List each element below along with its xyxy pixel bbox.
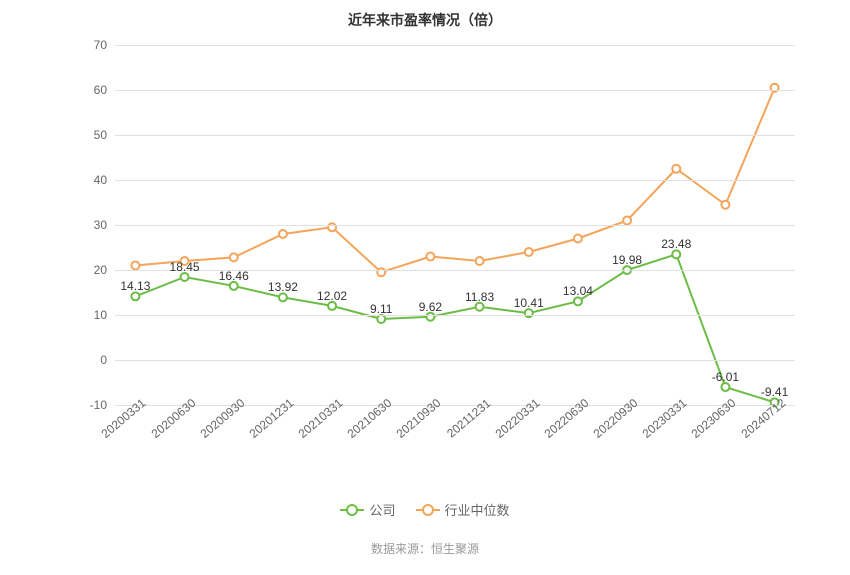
- data-label-company: 18.45: [170, 260, 200, 274]
- y-tick-label: 60: [94, 83, 107, 97]
- series-marker-company: [131, 292, 139, 300]
- series-marker-company: [328, 302, 336, 310]
- gridline: [115, 315, 795, 316]
- gridline: [115, 180, 795, 181]
- legend-marker-icon: [416, 504, 440, 516]
- series-marker-company: [721, 383, 729, 391]
- plot-area: -100102030405060702020033120200630202009…: [115, 45, 795, 405]
- series-marker-industry_median: [230, 253, 238, 261]
- data-label-company: 16.46: [219, 269, 249, 283]
- data-source: 数据来源：恒生聚源: [0, 540, 850, 557]
- series-marker-industry_median: [525, 248, 533, 256]
- chart-title: 近年来市盈率情况（倍）: [0, 10, 850, 30]
- series-marker-company: [426, 313, 434, 321]
- data-label-company: 10.41: [514, 296, 544, 310]
- gridline: [115, 360, 795, 361]
- series-marker-industry_median: [721, 201, 729, 209]
- y-tick-label: 10: [94, 308, 107, 322]
- legend-item-industry_median[interactable]: 行业中位数: [416, 500, 510, 519]
- data-label-company: -6.01: [712, 370, 739, 384]
- gridline: [115, 270, 795, 271]
- data-label-company: 13.04: [563, 285, 593, 299]
- data-label-company: 11.83: [465, 290, 494, 304]
- y-tick-label: 70: [94, 38, 107, 52]
- source-value: 恒生聚源: [431, 542, 479, 556]
- legend: 公司 行业中位数: [0, 500, 850, 519]
- series-marker-company: [377, 315, 385, 323]
- legend-item-company[interactable]: 公司: [340, 500, 395, 519]
- gridline: [115, 135, 795, 136]
- data-label-company: -9.41: [761, 386, 788, 400]
- data-label-company: 9.11: [370, 302, 392, 316]
- data-label-company: 23.48: [661, 238, 691, 252]
- pe-ratio-chart: 近年来市盈率情况（倍） -100102030405060702020033120…: [0, 0, 850, 575]
- series-marker-industry_median: [131, 262, 139, 270]
- series-marker-industry_median: [623, 217, 631, 225]
- legend-label: 行业中位数: [445, 500, 510, 519]
- legend-marker-icon: [340, 504, 364, 516]
- series-marker-industry_median: [574, 235, 582, 243]
- series-marker-industry_median: [476, 257, 484, 265]
- gridline: [115, 45, 795, 46]
- series-marker-industry_median: [426, 253, 434, 261]
- series-marker-company: [476, 303, 484, 311]
- data-label-company: 9.62: [419, 300, 442, 314]
- gridline: [115, 405, 795, 406]
- data-label-company: 13.92: [268, 281, 298, 295]
- series-marker-company: [574, 297, 582, 305]
- legend-label: 公司: [369, 500, 395, 519]
- data-label-company: 19.98: [612, 253, 642, 267]
- y-tick-label: 0: [100, 353, 107, 367]
- source-label: 数据来源：: [371, 542, 431, 556]
- data-label-company: 14.13: [120, 280, 150, 294]
- gridline: [115, 90, 795, 91]
- gridline: [115, 225, 795, 226]
- y-tick-label: 20: [94, 263, 107, 277]
- series-marker-company: [230, 282, 238, 290]
- y-tick-label: 50: [94, 128, 107, 142]
- series-marker-company: [181, 273, 189, 281]
- series-marker-industry_median: [672, 165, 680, 173]
- y-tick-label: 30: [94, 218, 107, 232]
- series-marker-industry_median: [279, 230, 287, 238]
- series-marker-company: [672, 250, 680, 258]
- y-tick-label: 40: [94, 173, 107, 187]
- y-tick-label: -10: [90, 398, 107, 412]
- data-label-company: 12.02: [317, 289, 347, 303]
